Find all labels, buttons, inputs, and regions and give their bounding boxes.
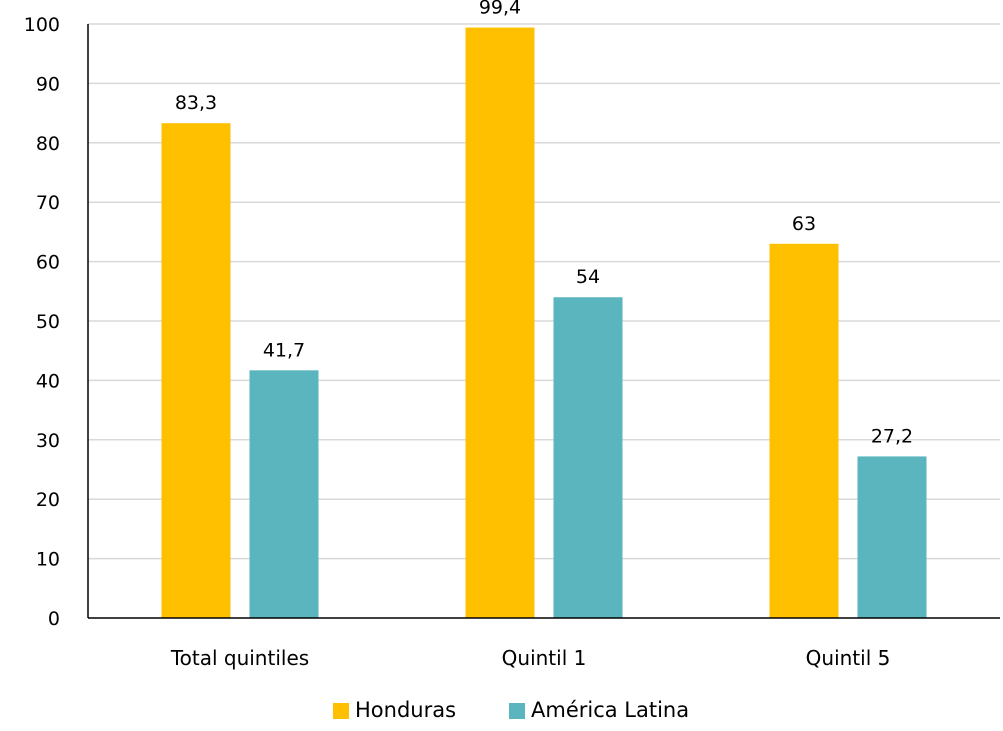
data-label: 83,3 <box>175 92 217 114</box>
data-label: 41,7 <box>263 339 305 361</box>
x-category-label: Quintil 1 <box>502 646 587 670</box>
y-tick-label: 40 <box>36 370 60 392</box>
data-label: 27,2 <box>871 425 913 447</box>
y-tick-label: 10 <box>36 549 60 571</box>
gridlines <box>88 23 1000 560</box>
y-tick-label: 70 <box>36 192 60 214</box>
x-axis-category-labels: Total quintiles Quintil 1 Quintil 5 <box>170 646 891 670</box>
bar-honduras-1 <box>161 123 231 618</box>
legend: Honduras América Latina <box>333 698 689 722</box>
bar-am-rica-latina-1 <box>249 370 319 618</box>
bar-am-rica-latina-3 <box>857 456 927 618</box>
y-tick-label: 60 <box>36 252 60 274</box>
legend-swatch <box>333 703 349 719</box>
y-tick-label: 30 <box>36 430 60 452</box>
y-tick-label: 50 <box>36 311 60 333</box>
legend-label: América Latina <box>531 698 689 722</box>
y-tick-label: 90 <box>36 73 60 95</box>
x-category-label: Total quintiles <box>170 646 309 670</box>
bar-honduras-2 <box>465 27 535 618</box>
y-tick-label: 0 <box>48 608 60 630</box>
data-label: 63 <box>792 213 816 235</box>
legend-label: Honduras <box>355 698 456 722</box>
bars <box>161 27 927 618</box>
axes <box>87 24 1000 619</box>
bar-honduras-3 <box>769 243 839 618</box>
data-labels: 83,3 41,7 99,4 54 63 27,2 <box>175 0 913 447</box>
legend-swatch <box>509 703 525 719</box>
y-tick-label: 20 <box>36 489 60 511</box>
x-category-label: Quintil 5 <box>806 646 891 670</box>
y-tick-label: 100 <box>24 14 60 36</box>
y-tick-label: 80 <box>36 133 60 155</box>
data-label: 54 <box>576 266 600 288</box>
data-label: 99,4 <box>479 0 521 19</box>
y-axis-tick-labels: 0 10 20 30 40 50 60 70 80 90 100 <box>24 14 60 630</box>
bar-am-rica-latina-2 <box>553 297 623 618</box>
